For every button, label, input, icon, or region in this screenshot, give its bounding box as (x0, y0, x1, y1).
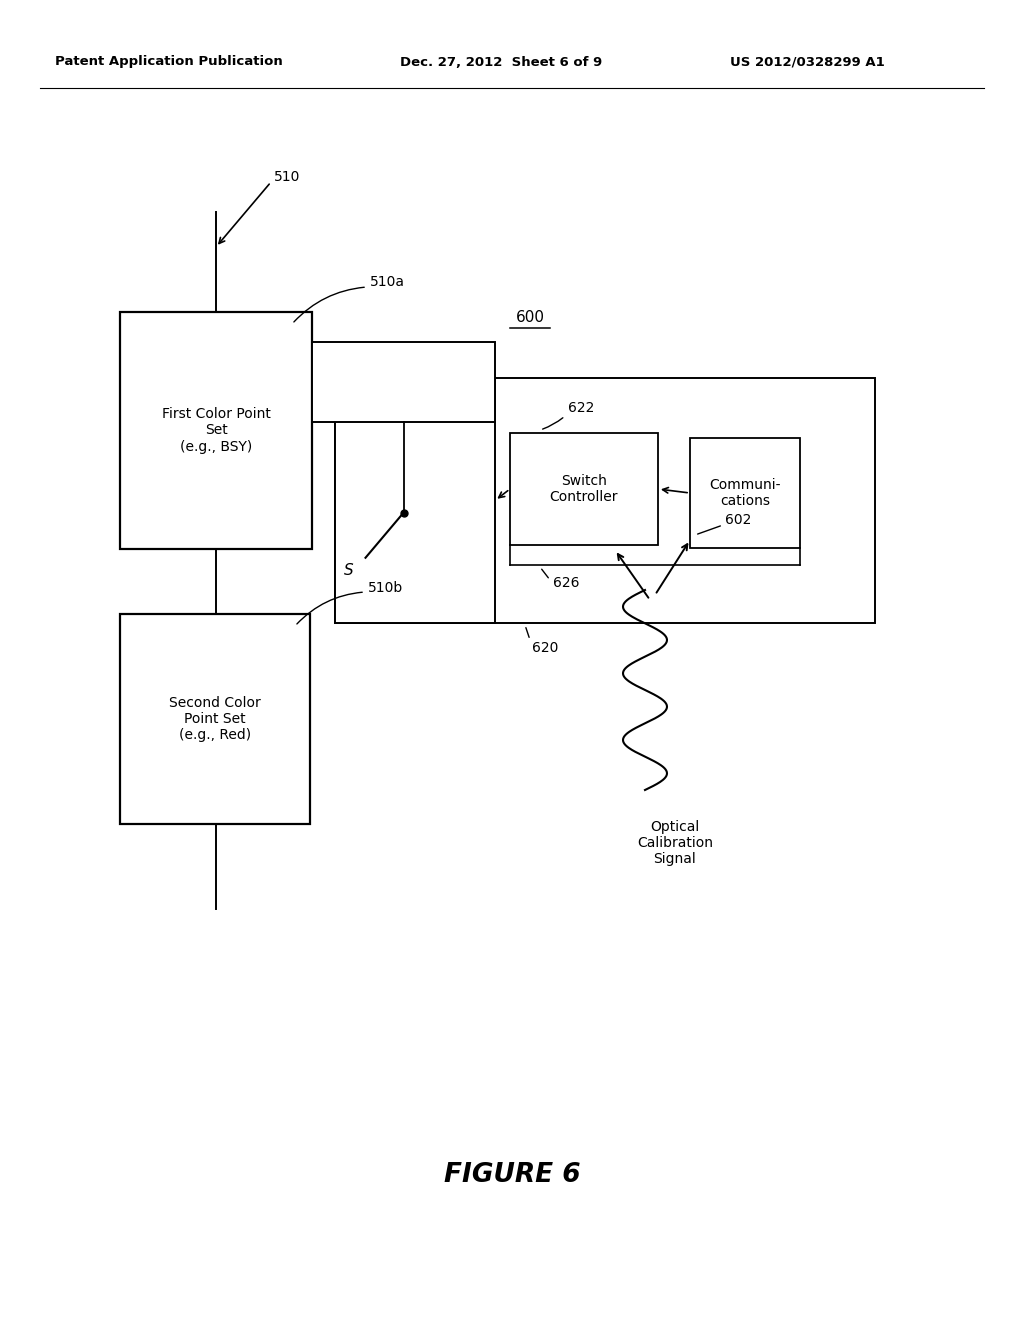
Text: Optical
Calibration
Signal: Optical Calibration Signal (637, 820, 713, 866)
Text: 622: 622 (568, 401, 594, 414)
Text: 510: 510 (274, 170, 300, 183)
Text: 602: 602 (725, 513, 752, 527)
Text: 600: 600 (515, 310, 545, 326)
Text: 510a: 510a (370, 275, 406, 289)
Bar (312, 342, 495, 422)
Text: Communi-
cations: Communi- cations (710, 478, 780, 508)
Text: US 2012/0328299 A1: US 2012/0328299 A1 (730, 55, 885, 69)
Text: 510b: 510b (368, 581, 403, 595)
Text: First Color Point
Set
(e.g., BSY): First Color Point Set (e.g., BSY) (162, 408, 270, 454)
Bar (120, 312, 312, 549)
Bar (335, 378, 495, 623)
Text: 626: 626 (553, 576, 580, 590)
Text: Second Color
Point Set
(e.g., Red): Second Color Point Set (e.g., Red) (169, 696, 261, 742)
Bar (690, 438, 800, 548)
Text: Dec. 27, 2012  Sheet 6 of 9: Dec. 27, 2012 Sheet 6 of 9 (400, 55, 602, 69)
Text: 620: 620 (532, 642, 558, 655)
Bar (120, 614, 310, 824)
Bar (335, 378, 874, 623)
Text: Switch
Controller: Switch Controller (550, 474, 618, 504)
Bar (510, 433, 658, 545)
Text: S: S (344, 564, 353, 578)
Text: FIGURE 6: FIGURE 6 (443, 1162, 581, 1188)
Text: Patent Application Publication: Patent Application Publication (55, 55, 283, 69)
